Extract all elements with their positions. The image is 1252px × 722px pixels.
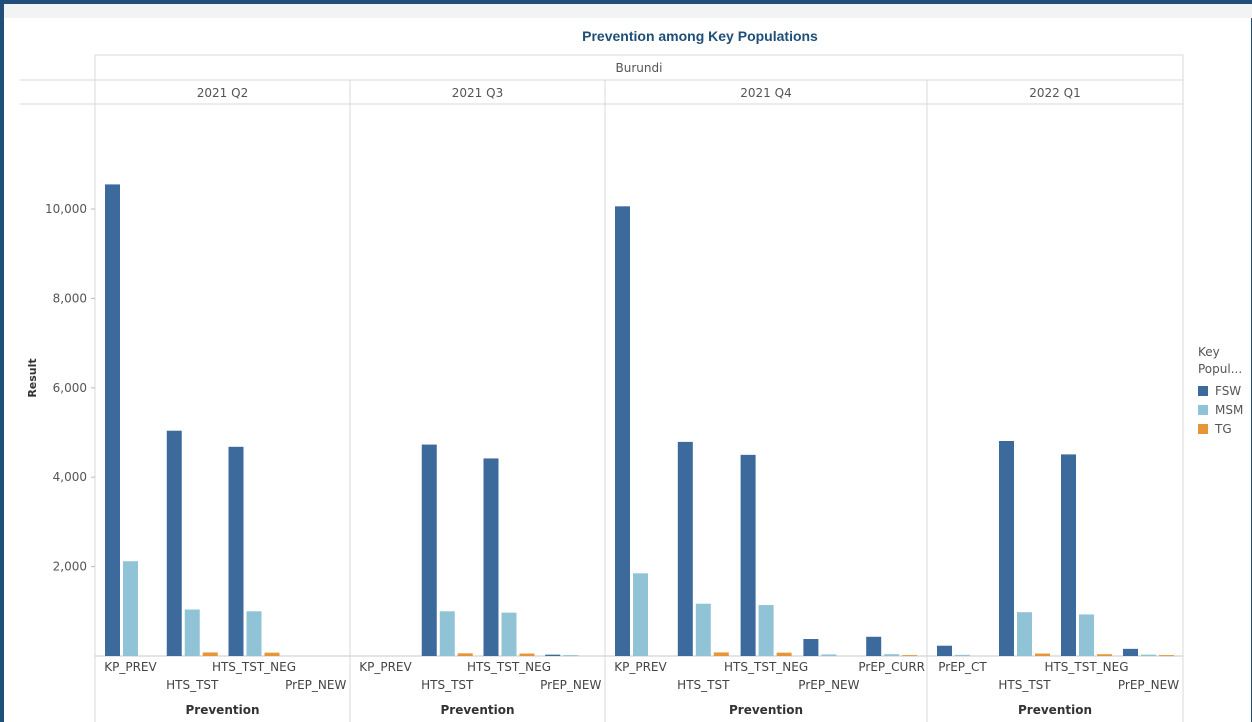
bar-msm xyxy=(633,573,648,656)
bar-tg xyxy=(1035,653,1050,656)
bar-tg xyxy=(202,652,218,656)
chart-title: Prevention among Key Populations xyxy=(582,28,818,44)
bar-msm xyxy=(563,655,579,657)
x-axis-label: Prevention xyxy=(729,703,803,717)
legend-swatch-fsw xyxy=(1198,386,1208,396)
top-toolbar-gap xyxy=(4,4,1252,18)
bar-tg xyxy=(902,655,918,657)
x-axis-label: Prevention xyxy=(186,703,260,717)
bar-msm xyxy=(1017,612,1032,656)
legend-label: FSW xyxy=(1215,384,1241,398)
bar-msm xyxy=(501,612,517,656)
legend-swatch-tg xyxy=(1198,424,1208,434)
bar-fsw xyxy=(937,645,952,656)
bar-fsw xyxy=(677,441,693,656)
bar-tg xyxy=(264,652,280,656)
x-tick-label: KP_PREV xyxy=(614,660,667,674)
country-header: Burundi xyxy=(616,61,663,75)
x-axis-label: Prevention xyxy=(441,703,515,717)
legend-label: TG xyxy=(1214,422,1232,436)
bar-fsw xyxy=(999,440,1014,656)
bar-msm xyxy=(123,561,138,656)
bar-fsw xyxy=(166,430,182,656)
bar-msm xyxy=(955,654,970,656)
legend-title: Popul... xyxy=(1198,362,1242,376)
bar-msm xyxy=(821,654,837,656)
legend-label: MSM xyxy=(1215,403,1243,417)
bar-tg xyxy=(1159,655,1174,657)
panel-header: 2021 Q4 xyxy=(740,86,791,100)
x-tick-label: PrEP_NEW xyxy=(1118,678,1179,692)
x-tick-label: HTS_TST xyxy=(677,678,730,692)
bar-fsw xyxy=(740,454,756,656)
legend-title: Key xyxy=(1198,345,1220,359)
panel-header: 2022 Q1 xyxy=(1029,86,1080,100)
bar-fsw xyxy=(105,184,120,657)
x-tick-label: PrEP_CT xyxy=(938,660,987,674)
panel-header: 2021 Q2 xyxy=(197,86,248,100)
x-tick-label: HTS_TST xyxy=(998,678,1051,692)
bar-tg xyxy=(776,652,792,656)
bar-msm xyxy=(1079,614,1094,656)
bar-tg xyxy=(713,652,729,656)
bar-fsw xyxy=(615,206,630,656)
x-tick-label: HTS_TST_NEG xyxy=(1044,660,1128,674)
bar-tg xyxy=(1097,654,1112,656)
bar-fsw xyxy=(421,444,437,656)
x-tick-label: KP_PREV xyxy=(104,660,157,674)
bar-fsw xyxy=(803,639,819,656)
bar-fsw xyxy=(1061,454,1076,656)
x-tick-label: HTS_TST_NEG xyxy=(467,660,551,674)
bar-msm xyxy=(758,605,774,656)
bar-msm xyxy=(439,611,455,656)
x-tick-label: PrEP_NEW xyxy=(285,678,346,692)
x-tick-label: PrEP_NEW xyxy=(540,678,601,692)
bar-tg xyxy=(457,653,473,656)
bar-fsw xyxy=(545,654,561,656)
legend-swatch-msm xyxy=(1198,405,1208,415)
bar-msm xyxy=(884,654,900,656)
bar-msm xyxy=(246,611,262,656)
x-tick-label: HTS_TST_NEG xyxy=(724,660,808,674)
bar-fsw xyxy=(483,458,499,656)
bar-msm xyxy=(184,609,200,656)
x-tick-label: HTS_TST xyxy=(166,678,219,692)
bar-fsw xyxy=(1123,648,1138,656)
y-tick-label: 6,000 xyxy=(53,381,87,395)
y-tick-label: 8,000 xyxy=(53,291,87,305)
x-tick-label: HTS_TST xyxy=(421,678,474,692)
bar-msm xyxy=(695,603,711,656)
bar-tg xyxy=(519,653,535,656)
panel-header: 2021 Q3 xyxy=(452,86,503,100)
y-tick-label: 10,000 xyxy=(45,202,87,216)
y-axis-label: Result xyxy=(26,358,39,397)
x-axis-label: Prevention xyxy=(1018,703,1092,717)
x-tick-label: KP_PREV xyxy=(359,660,412,674)
y-tick-label: 4,000 xyxy=(53,470,87,484)
y-tick-label: 2,000 xyxy=(53,560,87,574)
x-tick-label: PrEP_NEW xyxy=(798,678,859,692)
bar-fsw xyxy=(228,446,244,656)
x-tick-label: PrEP_CURR xyxy=(858,660,925,674)
bar-fsw xyxy=(866,636,882,656)
x-tick-label: HTS_TST_NEG xyxy=(212,660,296,674)
bar-msm xyxy=(1141,654,1156,656)
